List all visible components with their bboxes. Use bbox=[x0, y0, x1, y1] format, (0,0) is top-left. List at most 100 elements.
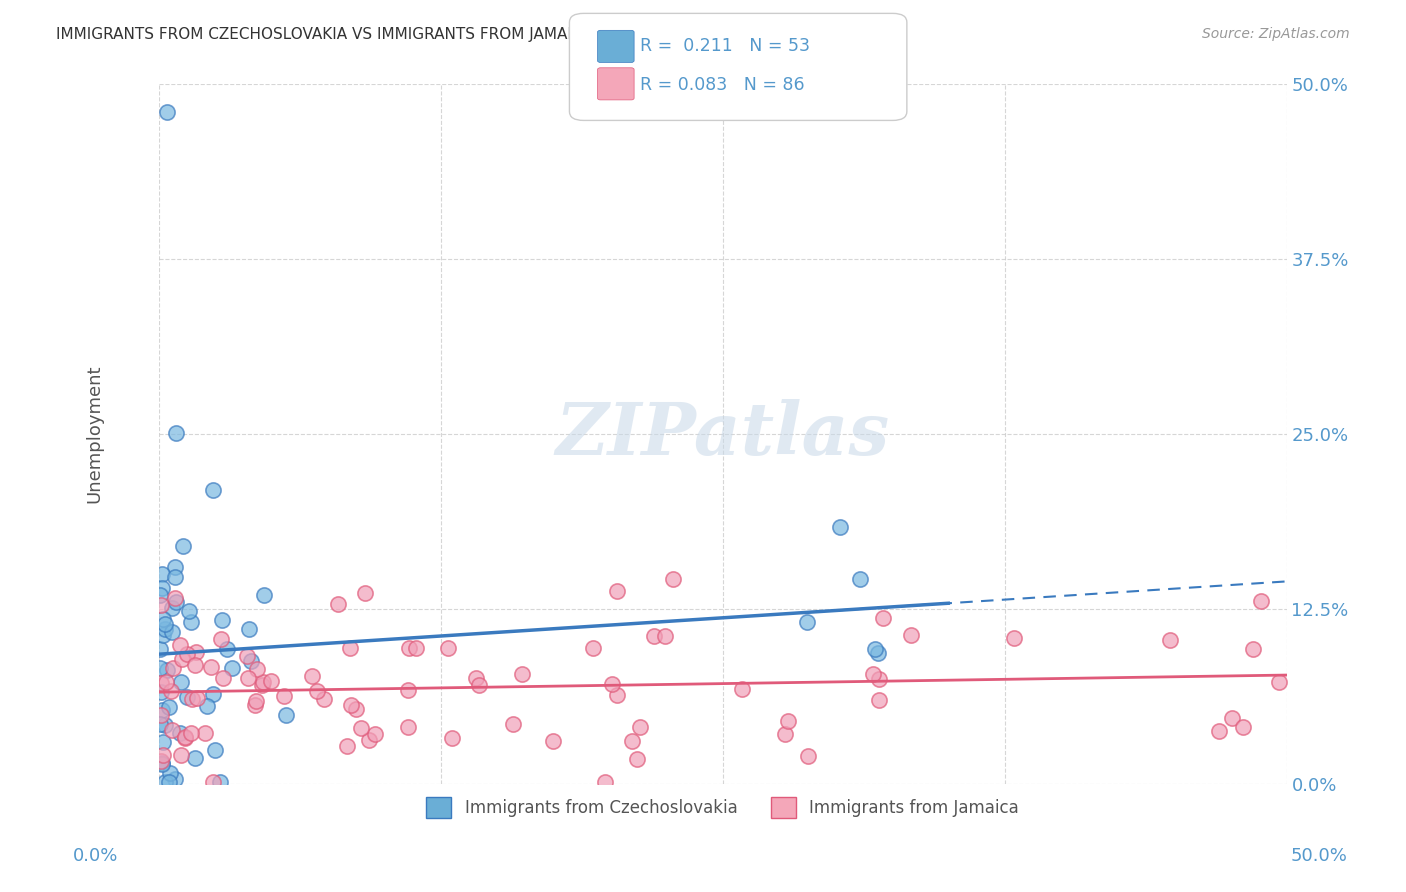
Point bbox=[160, 723, 183, 737]
Point bbox=[208, 775, 231, 789]
Point bbox=[437, 640, 460, 655]
Point bbox=[510, 666, 533, 681]
Point bbox=[160, 624, 183, 639]
Text: IMMIGRANTS FROM CZECHOSLOVAKIA VS IMMIGRANTS FROM JAMAICA UNEMPLOYMENT CORRELATI: IMMIGRANTS FROM CZECHOSLOVAKIA VS IMMIGR… bbox=[56, 27, 894, 42]
Point bbox=[211, 671, 233, 685]
Point bbox=[245, 694, 267, 708]
Point bbox=[654, 629, 676, 643]
Point bbox=[211, 613, 233, 627]
Point bbox=[465, 671, 488, 685]
Point bbox=[221, 660, 243, 674]
Point bbox=[150, 708, 173, 723]
Point bbox=[184, 751, 207, 765]
Point bbox=[260, 673, 283, 688]
Point bbox=[160, 684, 183, 698]
Point bbox=[626, 751, 648, 765]
Point bbox=[354, 586, 377, 600]
Point bbox=[253, 588, 276, 602]
Point bbox=[620, 734, 643, 748]
Point bbox=[339, 698, 361, 712]
Point bbox=[363, 726, 385, 740]
Y-axis label: Unemployment: Unemployment bbox=[86, 365, 103, 503]
Point bbox=[150, 566, 173, 581]
Point bbox=[1267, 674, 1289, 689]
Point bbox=[159, 765, 181, 780]
Point bbox=[150, 676, 173, 690]
Point bbox=[170, 674, 193, 689]
Point bbox=[170, 651, 193, 665]
Point bbox=[796, 615, 818, 629]
Point bbox=[152, 612, 174, 626]
Point bbox=[169, 747, 191, 762]
Point bbox=[162, 601, 184, 615]
Point bbox=[172, 539, 194, 553]
Text: 50.0%: 50.0% bbox=[1291, 847, 1347, 865]
Point bbox=[157, 699, 180, 714]
Point bbox=[866, 646, 889, 660]
Point bbox=[863, 642, 886, 657]
Point bbox=[184, 657, 207, 672]
Point bbox=[301, 668, 323, 682]
Point bbox=[150, 754, 173, 768]
Point bbox=[165, 570, 187, 584]
Point bbox=[165, 772, 187, 787]
Point bbox=[184, 645, 207, 659]
Point bbox=[176, 647, 198, 661]
Point bbox=[274, 708, 297, 723]
Point bbox=[606, 688, 628, 702]
Point bbox=[238, 622, 260, 636]
Point bbox=[153, 718, 176, 732]
Point bbox=[314, 691, 336, 706]
Point bbox=[174, 731, 197, 745]
Point bbox=[357, 733, 380, 747]
Point bbox=[157, 775, 180, 789]
Point bbox=[155, 775, 177, 789]
Point bbox=[773, 727, 796, 741]
Text: ZIPatlas: ZIPatlas bbox=[555, 399, 890, 469]
Point bbox=[177, 604, 200, 618]
Point bbox=[1220, 711, 1243, 725]
Point bbox=[165, 560, 187, 574]
Point bbox=[862, 666, 884, 681]
Point bbox=[150, 598, 173, 612]
Point bbox=[252, 674, 274, 689]
Point bbox=[468, 678, 491, 692]
Text: R = 0.083   N = 86: R = 0.083 N = 86 bbox=[640, 76, 804, 94]
Point bbox=[1250, 593, 1272, 607]
Point bbox=[149, 717, 172, 731]
Point bbox=[150, 756, 173, 770]
Point bbox=[643, 629, 665, 643]
Text: 0.0%: 0.0% bbox=[73, 847, 118, 865]
Point bbox=[868, 672, 890, 686]
Point bbox=[156, 664, 179, 678]
Point bbox=[165, 594, 187, 608]
Point bbox=[595, 775, 617, 789]
Point bbox=[502, 717, 524, 731]
Point bbox=[152, 702, 174, 716]
Point bbox=[201, 687, 224, 701]
Point bbox=[1002, 631, 1025, 645]
Point bbox=[849, 572, 872, 586]
Point bbox=[236, 649, 259, 664]
Point bbox=[731, 682, 754, 697]
Point bbox=[339, 640, 361, 655]
Point bbox=[600, 677, 623, 691]
Point bbox=[405, 640, 427, 655]
Point bbox=[155, 616, 177, 631]
Point bbox=[149, 588, 172, 602]
Legend: Immigrants from Czechoslovakia, Immigrants from Jamaica: Immigrants from Czechoslovakia, Immigran… bbox=[420, 790, 1025, 824]
Point bbox=[1241, 642, 1264, 657]
Point bbox=[239, 655, 262, 669]
Point bbox=[209, 632, 232, 647]
Point bbox=[149, 685, 172, 699]
Point bbox=[398, 641, 420, 656]
Text: Source: ZipAtlas.com: Source: ZipAtlas.com bbox=[1202, 27, 1350, 41]
Point bbox=[194, 726, 217, 740]
Point bbox=[186, 691, 208, 706]
Point bbox=[180, 615, 202, 630]
Point bbox=[156, 105, 179, 120]
Point bbox=[150, 757, 173, 772]
Point bbox=[396, 721, 419, 735]
Point bbox=[326, 597, 349, 611]
Point bbox=[350, 721, 373, 735]
